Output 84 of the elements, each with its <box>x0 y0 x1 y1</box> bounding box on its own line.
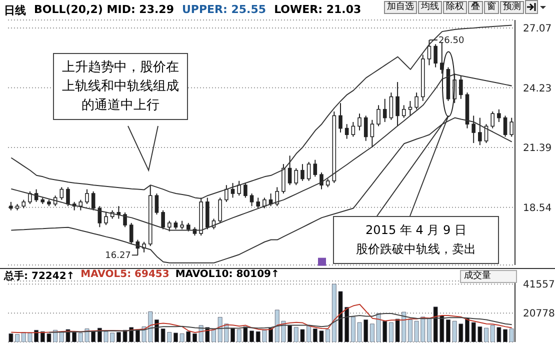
candlestick <box>66 186 70 207</box>
candlestick <box>313 159 318 178</box>
candlestick <box>275 186 280 207</box>
candlestick <box>472 115 476 144</box>
callout-box: 2015 年 4 月 9 日 股价跌破中轨线，卖出 <box>333 216 499 264</box>
candlestick <box>402 104 406 118</box>
text: 叠 <box>468 0 483 14</box>
candlestick <box>414 92 418 110</box>
text: 均线 <box>418 0 442 14</box>
text: 加自选 <box>384 0 417 14</box>
candlestick <box>503 115 508 138</box>
candlestick <box>510 117 514 138</box>
bar <box>212 329 216 342</box>
text: MAVOL5: 69453 <box>80 269 170 282</box>
candlestick <box>338 102 342 134</box>
annotation: 股价跌破中轨线，卖出 <box>355 241 477 258</box>
candlestick <box>129 222 134 244</box>
text: LOWER: 21.03 <box>274 3 362 18</box>
candlestick <box>459 75 463 100</box>
y-tick-label: 41557 <box>523 280 555 291</box>
annotation: 2015 年 4 月 9 日 <box>364 222 468 239</box>
candlestick <box>256 197 260 209</box>
chart-title: 日线 <box>4 3 26 18</box>
candlestick <box>427 39 432 66</box>
candlestick <box>376 104 380 127</box>
bar <box>192 333 197 342</box>
candlestick <box>218 197 222 224</box>
bar <box>446 320 450 342</box>
candlestick <box>300 164 304 182</box>
candlestick <box>358 113 362 131</box>
candlestick <box>282 164 286 194</box>
candlestick <box>161 210 165 230</box>
candlestick <box>389 92 394 120</box>
line-series <box>10 304 512 334</box>
candlestick <box>104 212 108 226</box>
candlestick <box>167 220 172 232</box>
text: BOLL(20,2) MID: 23.29 <box>34 3 174 18</box>
callout-box: 上升趋势中，股价在上轨线和中轨线组成的通道中上行 <box>53 53 188 120</box>
candlestick <box>294 168 298 186</box>
bar <box>465 318 470 342</box>
candlestick <box>320 172 324 190</box>
candlestick <box>344 124 349 140</box>
candlestick <box>60 186 64 200</box>
candlestick <box>91 190 96 211</box>
candlestick <box>382 98 387 122</box>
candlestick <box>250 193 254 207</box>
candlestick <box>288 155 292 186</box>
candlestick <box>230 182 235 198</box>
candlestick <box>224 184 228 202</box>
candlestick <box>434 44 438 68</box>
y-tick-label: 24.23 <box>523 83 552 94</box>
candlestick <box>154 193 159 216</box>
text: 除权 <box>443 0 467 14</box>
y-tick-label: 20778 <box>523 308 555 320</box>
y-tick-label: 21.39 <box>523 142 552 154</box>
candlestick <box>478 117 482 146</box>
candlestick <box>123 212 127 228</box>
candlestick <box>244 182 248 198</box>
candlestick <box>306 161 311 182</box>
candlestick <box>370 119 374 148</box>
line-series <box>10 24 512 200</box>
annotation: 26.50 <box>438 36 464 46</box>
y-tick-label: 27.07 <box>523 24 552 35</box>
text: 预测 <box>500 0 524 14</box>
text: 窗 <box>484 0 499 14</box>
annotation: 16.27 <box>105 251 131 262</box>
candlestick <box>85 188 89 205</box>
dropdown-field: 成交量 <box>460 270 517 283</box>
candlestick <box>408 100 412 116</box>
line-series <box>10 117 512 264</box>
candlestick <box>396 82 400 127</box>
line-series <box>48 312 512 333</box>
candlestick <box>364 115 368 142</box>
candlestick <box>28 190 32 205</box>
annotation: 总手: 72242↑ <box>4 270 75 283</box>
candlestick <box>490 110 494 129</box>
text: MAVOL10: 80109↑ <box>175 269 280 282</box>
candlestick <box>497 108 501 122</box>
bar <box>509 328 514 342</box>
candlestick <box>262 197 266 209</box>
candlestick <box>351 121 356 138</box>
text: UPPER: 25.55 <box>182 3 266 18</box>
y-tick-label: 18.54 <box>523 202 552 214</box>
candlestick <box>237 180 241 196</box>
